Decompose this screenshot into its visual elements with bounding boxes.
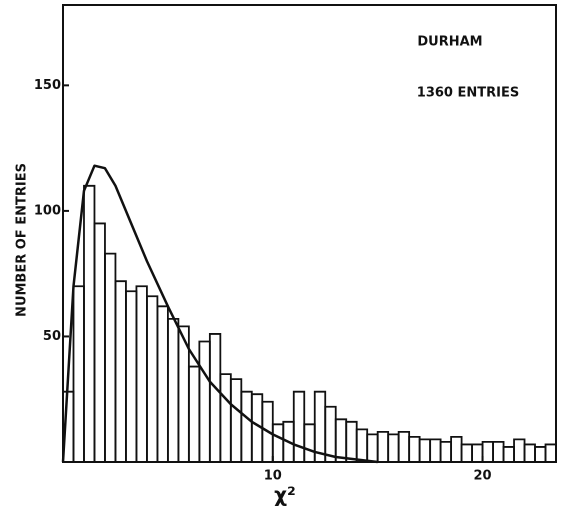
histogram-bar [481,441,494,462]
histogram-bar [439,441,453,462]
histogram-bar [83,184,96,462]
histogram-bar [72,285,85,462]
fit-curve [61,164,378,464]
x-tick-label: 10 [264,469,282,484]
y-tick-label: 150 [34,78,61,93]
histogram-bar [544,443,557,462]
histogram-bar [523,443,536,462]
histogram-bar [397,430,411,462]
histogram-bar [345,420,358,462]
histogram-bar [156,305,169,462]
histogram-bar [418,438,432,462]
histogram-bar [408,435,421,462]
histogram-bar [492,441,505,462]
histogram-bar [114,280,127,462]
histogram-bar [240,390,253,462]
y-tick-label: 100 [34,203,61,218]
histogram-bar [460,443,473,462]
y-tick-label: 50 [43,329,61,344]
histogram-bar [502,446,515,462]
x-axis-label: χ² [274,483,296,507]
histogram-bar [208,333,222,462]
histogram-bar [334,418,348,462]
histogram-bar [450,435,463,462]
x-tick-label: 20 [474,469,492,484]
y-axis-label: NUMBER OF ENTRIES [15,163,30,317]
histogram-bar [292,390,306,462]
annotation: DURHAM [417,35,482,50]
histogram-bar [198,340,211,462]
histogram-bar [366,433,379,462]
histogram-bar [429,438,442,462]
histogram-bar [187,365,201,462]
histogram-bar [104,252,117,462]
histogram-bar [387,433,400,462]
annotation: 1360 ENTRIES [417,86,519,101]
histogram-bar [303,423,316,462]
histogram-bar [135,285,148,462]
histogram-bar [271,423,285,462]
histogram-bar [355,428,369,462]
histogram-bar [376,430,390,462]
histogram-bar [513,438,526,462]
histogram-bar [125,290,138,462]
histogram-bar [93,222,106,462]
histogram-bar [166,317,180,462]
histogram-bar [229,378,243,462]
histogram-bar [471,443,484,462]
histogram-bar [219,373,232,462]
plot-frame [62,4,557,463]
histogram-bar [534,446,547,462]
histogram-bar [146,295,159,462]
